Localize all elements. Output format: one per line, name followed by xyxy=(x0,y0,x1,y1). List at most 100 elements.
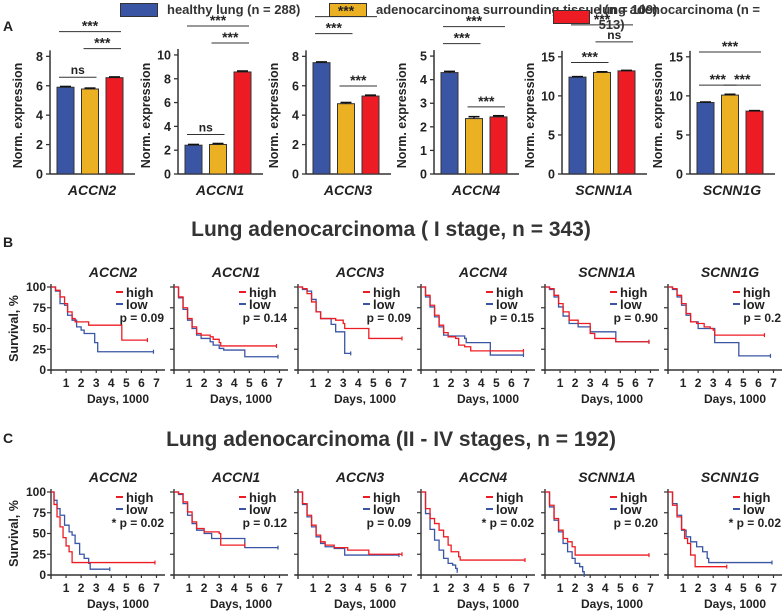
bar xyxy=(440,72,459,175)
survival-curve-low xyxy=(298,491,399,556)
x-tick-label: 7 xyxy=(276,376,283,390)
km-gene-title: ACCN1 xyxy=(211,264,260,280)
x-tick-label: 7 xyxy=(523,376,530,390)
panel-label-c: C xyxy=(3,430,14,446)
x-axis-label: Days, 1000 xyxy=(457,392,519,406)
gene-label: ACCN1 xyxy=(195,182,244,198)
y-axis-label: Norm. expression xyxy=(267,63,281,169)
x-tick-label: 5 xyxy=(617,581,624,595)
km-gene-title: ACCN4 xyxy=(458,264,507,280)
x-tick-label: 5 xyxy=(740,376,747,390)
gene-label: ACCN2 xyxy=(67,182,116,198)
x-tick-label: 4 xyxy=(355,581,362,595)
significance-label: *** xyxy=(734,71,751,87)
legend-label-high: high xyxy=(496,490,523,505)
survival-curve-high xyxy=(51,286,148,341)
survival-curve-high xyxy=(298,286,402,340)
legend-label-low: low xyxy=(126,502,149,517)
x-tick-label: 3 xyxy=(93,376,100,390)
x-tick-label: 7 xyxy=(276,581,283,595)
x-tick-label: 3 xyxy=(710,376,717,390)
survival-curve-high xyxy=(421,491,525,561)
x-tick-label: 1 xyxy=(186,376,193,390)
legend-label: lung adenocarcinoma (n = 513) xyxy=(598,2,761,32)
p-value: p = 0.09 xyxy=(367,311,412,325)
y-tick-label: 8 xyxy=(36,50,43,64)
x-tick-label: 3 xyxy=(463,581,470,595)
panel-label-b: B xyxy=(3,234,14,250)
significance-label: ns xyxy=(71,63,85,77)
y-tick-label: 8 xyxy=(292,50,299,64)
x-tick-label: 2 xyxy=(78,376,85,390)
y-tick-label: 6 xyxy=(164,96,171,110)
bar xyxy=(568,76,587,175)
survival-curve-high xyxy=(174,286,277,347)
km-gene-title: SCNN1A xyxy=(578,264,636,280)
bar xyxy=(105,77,124,175)
legend-label: healthy lung (n = 288) xyxy=(167,2,301,17)
x-axis-label: Days, 1000 xyxy=(210,392,272,406)
y-axis-label: Norm. expression xyxy=(523,63,537,169)
x-tick-label: 6 xyxy=(755,376,762,390)
y-tick-label: 75 xyxy=(33,301,47,315)
x-tick-label: 4 xyxy=(231,581,238,595)
x-tick-label: 2 xyxy=(695,581,702,595)
survival-curve-high xyxy=(51,491,155,564)
x-tick-label: 1 xyxy=(310,376,317,390)
panel-b-title: Lung adenocarcinoma ( I stage, n = 343) xyxy=(191,218,591,241)
y-tick-label: 5 xyxy=(676,128,683,142)
y-tick-label: 0 xyxy=(39,568,46,582)
x-tick-label: 4 xyxy=(725,581,732,595)
x-tick-label: 1 xyxy=(63,376,70,390)
x-tick-label: 4 xyxy=(725,376,732,390)
legend-label-high: high xyxy=(496,285,523,300)
x-tick-label: 5 xyxy=(370,376,377,390)
x-tick-label: 3 xyxy=(710,581,717,595)
x-tick-label: 7 xyxy=(647,581,654,595)
y-tick-label: 10 xyxy=(157,48,171,62)
x-tick-label: 2 xyxy=(78,581,85,595)
km-gene-title: ACCN2 xyxy=(88,264,137,280)
x-tick-label: 3 xyxy=(216,376,223,390)
bar xyxy=(721,94,739,175)
y-tick-label: 8 xyxy=(164,72,171,86)
y-tick-label: 2 xyxy=(36,138,43,152)
x-tick-label: 1 xyxy=(433,581,440,595)
x-tick-label: 6 xyxy=(385,581,392,595)
survival-curve-low xyxy=(545,491,585,575)
x-tick-label: 4 xyxy=(231,376,238,390)
survival-curve-low xyxy=(421,491,458,571)
x-tick-label: 2 xyxy=(325,581,332,595)
x-tick-label: 1 xyxy=(63,581,70,595)
bar xyxy=(696,102,715,175)
x-tick-label: 2 xyxy=(572,581,579,595)
x-tick-label: 4 xyxy=(478,376,485,390)
y-tick-label: 0 xyxy=(676,168,683,182)
legend-swatch xyxy=(120,2,158,17)
bar xyxy=(489,116,508,175)
x-tick-label: 6 xyxy=(138,376,145,390)
panel-c-title: Lung adenocarcinoma (II - IV stages, n =… xyxy=(166,428,616,451)
x-tick-label: 6 xyxy=(632,581,639,595)
y-tick-label: 0 xyxy=(164,168,171,182)
y-tick-label: 0 xyxy=(39,363,46,377)
y-tick-label: 2 xyxy=(292,138,299,152)
legend-label-high: high xyxy=(373,490,400,505)
significance-label: ns xyxy=(199,120,213,134)
significance-label: ns xyxy=(607,28,621,42)
km-gene-title: ACCN4 xyxy=(458,469,507,485)
survival-curve-low xyxy=(668,286,771,357)
legend-label-low: low xyxy=(126,297,149,312)
legend-label-low: low xyxy=(496,297,519,312)
p-value: p = 0.14 xyxy=(243,311,288,325)
x-tick-label: 4 xyxy=(602,376,609,390)
x-axis-label: Days, 1000 xyxy=(334,392,396,406)
y-tick-label: 6 xyxy=(292,79,299,93)
